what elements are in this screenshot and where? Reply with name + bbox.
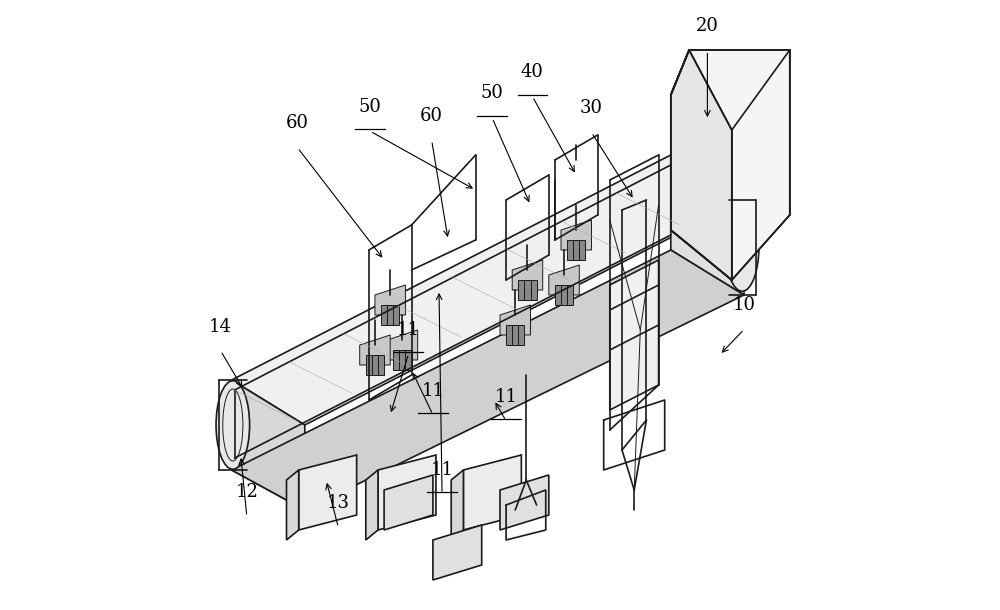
Polygon shape [512,325,518,345]
Polygon shape [671,155,744,295]
Polygon shape [399,350,405,370]
Text: 13: 13 [327,494,350,512]
Polygon shape [372,355,378,375]
Polygon shape [287,470,299,540]
Polygon shape [384,475,433,530]
Polygon shape [451,470,463,540]
Polygon shape [232,250,744,510]
Polygon shape [360,335,390,365]
Text: 11: 11 [431,461,454,479]
Polygon shape [405,350,412,370]
Polygon shape [366,470,378,540]
Text: 50: 50 [359,98,382,116]
Polygon shape [555,285,561,305]
Polygon shape [366,355,372,375]
Polygon shape [232,380,305,510]
Text: 50: 50 [481,84,504,102]
Polygon shape [463,455,521,530]
Polygon shape [567,240,573,260]
Ellipse shape [725,203,759,291]
Polygon shape [610,260,659,410]
Text: 30: 30 [580,99,603,117]
Polygon shape [524,280,530,300]
Polygon shape [549,265,579,295]
Polygon shape [375,285,405,315]
Polygon shape [393,305,399,325]
Polygon shape [671,50,790,280]
Text: 11: 11 [421,381,444,400]
Polygon shape [567,285,573,305]
Polygon shape [387,330,418,360]
Text: 60: 60 [420,107,443,125]
Text: 14: 14 [209,317,232,336]
Polygon shape [378,455,436,530]
Polygon shape [518,325,524,345]
Ellipse shape [216,381,250,469]
Polygon shape [433,525,482,580]
Polygon shape [387,305,393,325]
Polygon shape [561,285,567,305]
Text: 12: 12 [235,483,258,501]
Text: 11: 11 [495,387,518,406]
Polygon shape [299,455,357,530]
Polygon shape [393,350,399,370]
Polygon shape [518,280,524,300]
Text: 20: 20 [696,17,719,35]
Polygon shape [378,355,384,375]
Text: 10: 10 [732,296,756,314]
Polygon shape [579,240,585,260]
Polygon shape [671,50,732,280]
Text: 40: 40 [521,63,544,81]
Polygon shape [381,305,387,325]
Polygon shape [573,240,579,260]
Polygon shape [530,280,537,300]
Polygon shape [561,220,592,250]
Polygon shape [500,475,549,530]
Polygon shape [232,155,744,425]
Polygon shape [506,325,512,345]
Text: 11: 11 [397,320,420,339]
Polygon shape [512,260,543,290]
Text: 60: 60 [286,114,309,132]
Polygon shape [500,305,530,335]
